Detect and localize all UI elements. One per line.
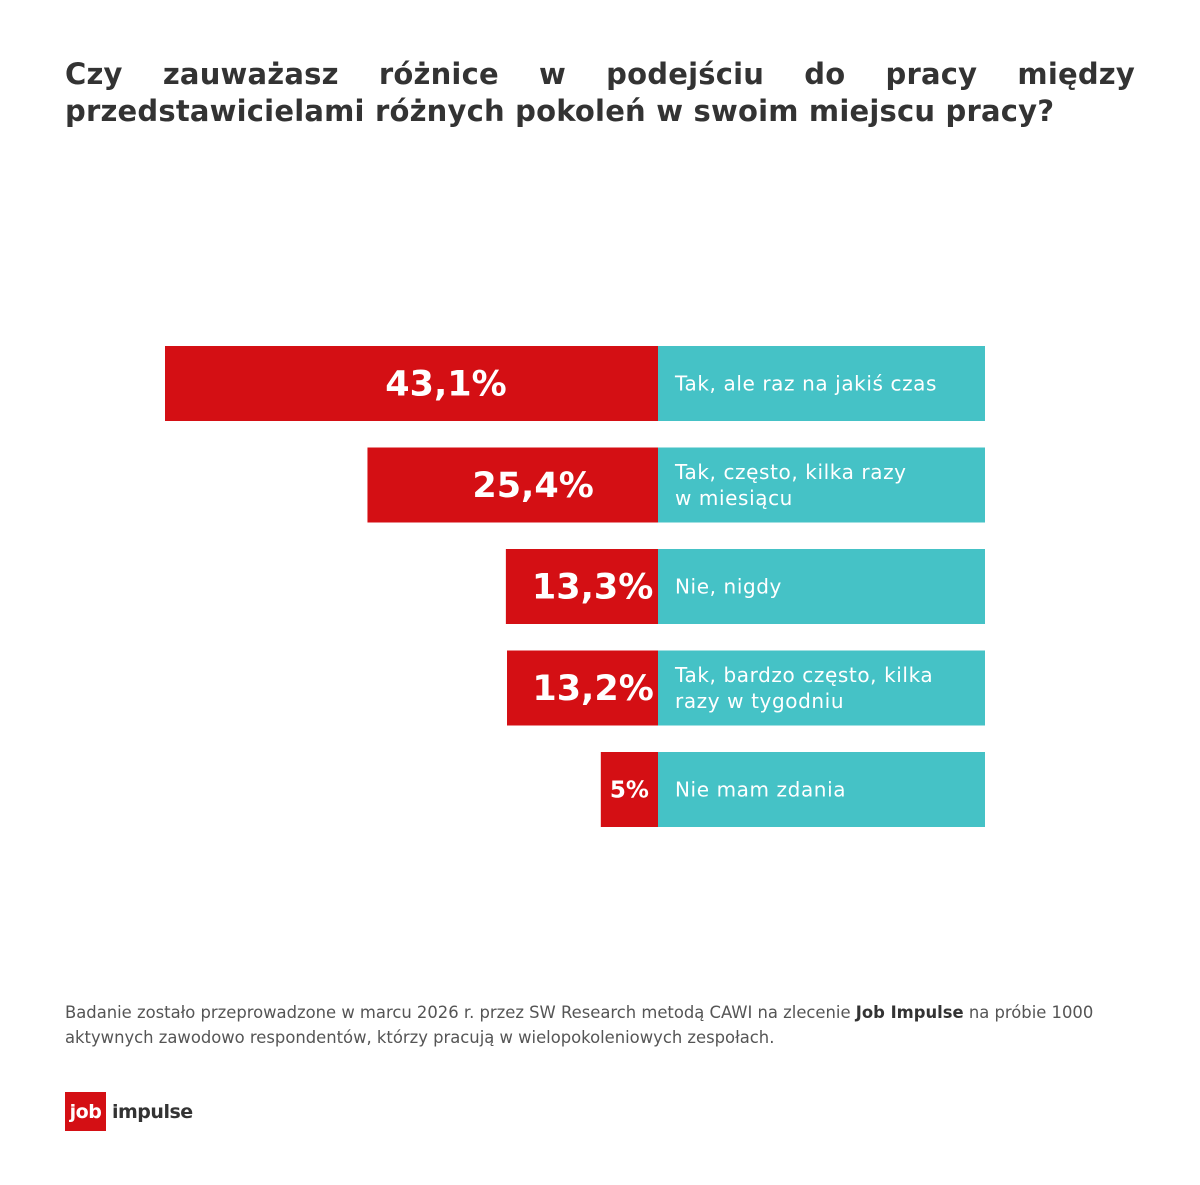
chart-title: Czy zauważasz różnice w podejściu do pra…	[65, 57, 1135, 128]
value-bar	[507, 650, 658, 726]
category-bar	[658, 447, 985, 523]
value-bar	[505, 549, 658, 624]
job-impulse-logo: job impulse	[65, 1092, 193, 1131]
data-label: 43,1%	[385, 365, 506, 405]
category-bar	[658, 752, 985, 827]
value-bar	[600, 752, 658, 827]
footnote-brand: Job Impulse	[855, 1003, 964, 1022]
logo-box: job	[65, 1092, 106, 1131]
category-label: Nie mam zdania	[675, 778, 846, 802]
bar-row: 13,3% Nie, nigdy	[505, 549, 985, 624]
value-bar	[367, 447, 658, 523]
footnote-text-before: Badanie zostało przeprowadzone w marcu 2…	[65, 1003, 856, 1022]
footnote: Badanie zostało przeprowadzone w marcu 2…	[65, 1000, 1145, 1050]
value-bar	[165, 346, 658, 421]
category-label: razy w tygodniu	[675, 689, 844, 713]
bar-row: 5% Nie mam zdania	[600, 752, 985, 827]
data-label: 13,2%	[532, 669, 653, 709]
category-label: Tak, często, kilka razy	[674, 460, 907, 484]
data-label: 5%	[610, 778, 649, 804]
bar-row: 43,1% Tak, ale raz na jakiś czas	[165, 346, 985, 421]
footnote-text-after: na próbie 1000 aktywnych zawodowo respon…	[65, 1003, 1094, 1047]
category-bar	[658, 549, 985, 624]
data-label: 13,3%	[532, 568, 653, 608]
category-label: Tak, bardzo często, kilka	[674, 663, 933, 687]
category-label: w miesiącu	[675, 486, 793, 510]
category-bar	[658, 650, 985, 726]
category-label: Nie, nigdy	[675, 575, 782, 599]
logo-text: impulse	[112, 1100, 193, 1123]
category-label: Tak, ale raz na jakiś czas	[674, 372, 937, 396]
category-bar	[658, 346, 985, 421]
data-label: 25,4%	[472, 466, 593, 506]
